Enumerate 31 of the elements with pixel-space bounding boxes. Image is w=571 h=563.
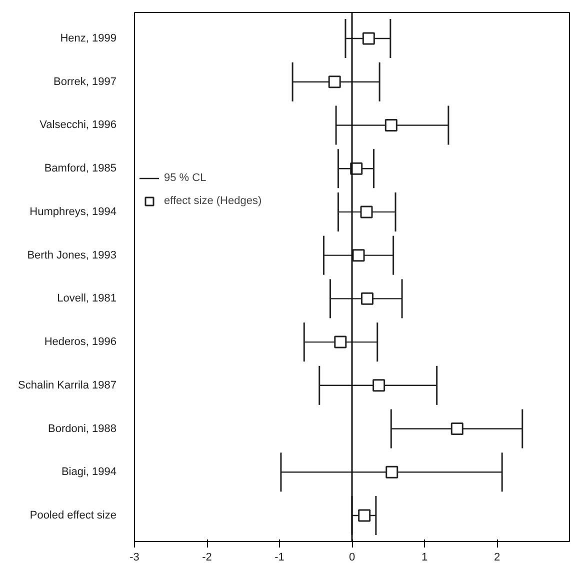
x-tick-label: 1: [421, 552, 428, 563]
point: [360, 292, 374, 305]
y-tick-label: Schalin Karrila 1987: [18, 379, 117, 392]
y-tick-label: Henz, 1999: [60, 32, 117, 45]
point: [328, 76, 341, 88]
y-tick-label: Bamford, 1985: [44, 162, 116, 175]
legend-label: effect size (Hedges): [164, 195, 262, 207]
y-tick-label: Berth Jones, 1993: [27, 249, 117, 262]
x-tick-label: -2: [202, 552, 212, 563]
x-tick-label: 2: [494, 552, 500, 563]
point: [358, 509, 371, 522]
y-tick-label: Valsecchi, 1996: [40, 119, 117, 132]
y-tick-label: Hederos, 1996: [44, 336, 117, 348]
point: [372, 379, 386, 392]
x-tick-label: -3: [130, 552, 140, 563]
y-tick-label: Lovell, 1981: [57, 292, 117, 305]
point: [362, 32, 375, 45]
y-tick-label: Pooled effect size: [30, 509, 117, 522]
y-tick-label: Bordoni, 1988: [48, 422, 116, 435]
annotation: 95 % CL: [164, 172, 206, 184]
point: [450, 422, 464, 436]
x-tick-label: 0: [348, 552, 356, 563]
point: [386, 466, 398, 478]
y-tick-label: Humphreys, 1994: [30, 206, 117, 218]
x-tick-label: -1: [274, 552, 284, 563]
point: [384, 118, 398, 132]
point: [360, 206, 373, 218]
point: [334, 336, 347, 348]
y-tick-label: Borrek, 1997: [54, 76, 117, 88]
y-tick-label: Biagi, 1994: [61, 466, 117, 478]
point: [352, 249, 365, 262]
